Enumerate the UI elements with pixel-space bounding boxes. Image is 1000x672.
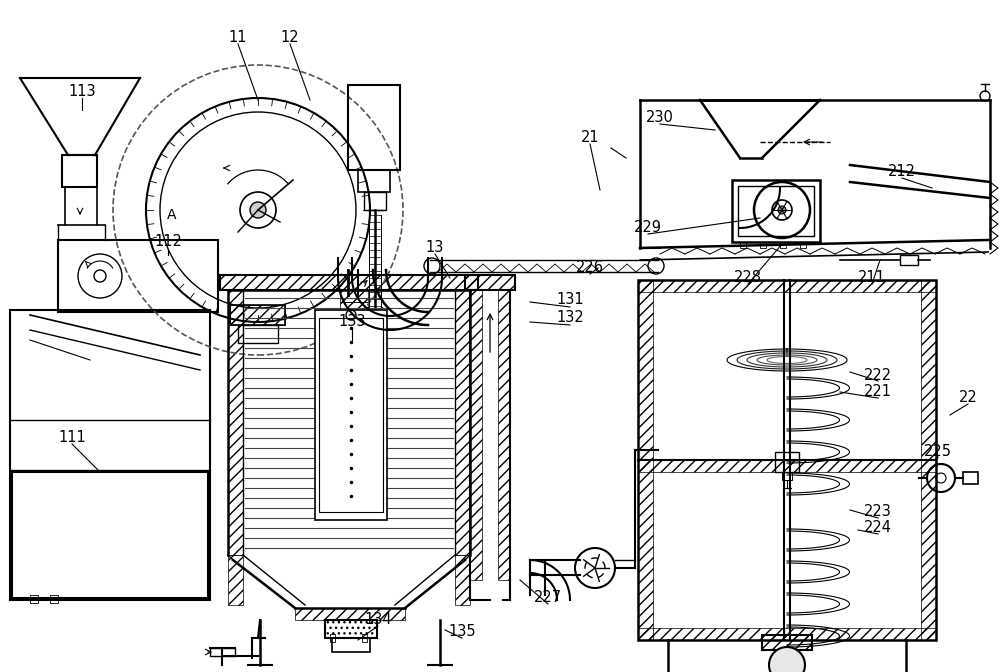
- Bar: [238, 325, 278, 343]
- Bar: [220, 275, 478, 290]
- Bar: [295, 608, 405, 620]
- Bar: [210, 648, 235, 656]
- Text: 212: 212: [888, 165, 916, 179]
- Text: 21: 21: [581, 130, 599, 146]
- Bar: [775, 452, 799, 472]
- Text: 221: 221: [864, 384, 892, 399]
- Text: 132: 132: [556, 310, 584, 325]
- Bar: [30, 595, 38, 603]
- Bar: [319, 318, 383, 512]
- Text: 230: 230: [646, 110, 674, 126]
- Text: 133: 133: [338, 314, 366, 329]
- Text: 222: 222: [864, 368, 892, 382]
- Bar: [228, 290, 243, 555]
- Bar: [638, 628, 936, 640]
- Bar: [638, 280, 653, 640]
- Bar: [465, 275, 515, 290]
- Bar: [638, 280, 936, 292]
- Circle shape: [778, 206, 786, 214]
- Bar: [315, 310, 387, 520]
- Bar: [800, 242, 806, 248]
- Bar: [62, 155, 97, 187]
- Text: 112: 112: [154, 235, 182, 249]
- Bar: [340, 302, 368, 314]
- Bar: [340, 290, 368, 302]
- Text: 13: 13: [426, 241, 444, 255]
- Text: 11: 11: [229, 30, 247, 46]
- Bar: [762, 635, 812, 650]
- Bar: [732, 180, 820, 242]
- Circle shape: [250, 202, 266, 218]
- Bar: [230, 305, 285, 325]
- Bar: [358, 170, 390, 192]
- Text: 225: 225: [924, 444, 952, 460]
- Bar: [220, 275, 478, 290]
- Text: 22: 22: [959, 390, 977, 405]
- Bar: [348, 85, 400, 170]
- Bar: [470, 290, 482, 580]
- Text: 224: 224: [864, 521, 892, 536]
- Text: 227: 227: [534, 591, 562, 605]
- Bar: [963, 472, 978, 484]
- Bar: [782, 472, 792, 480]
- Bar: [465, 275, 515, 290]
- Text: A: A: [167, 208, 177, 222]
- Bar: [455, 290, 470, 555]
- Bar: [455, 555, 470, 605]
- Text: 223: 223: [864, 505, 892, 519]
- Bar: [325, 620, 377, 638]
- Bar: [638, 460, 936, 472]
- Text: 228: 228: [734, 271, 762, 286]
- Bar: [900, 255, 918, 265]
- Text: 135: 135: [448, 624, 476, 640]
- Bar: [58, 240, 218, 312]
- Bar: [50, 595, 58, 603]
- Text: 229: 229: [634, 220, 662, 235]
- Bar: [228, 555, 243, 605]
- Text: 113: 113: [68, 85, 96, 99]
- Bar: [921, 280, 936, 640]
- Bar: [738, 186, 814, 236]
- Bar: [740, 242, 746, 248]
- Bar: [330, 634, 335, 642]
- Bar: [362, 634, 367, 642]
- Circle shape: [769, 647, 805, 672]
- Bar: [332, 638, 370, 652]
- Bar: [760, 242, 766, 248]
- Bar: [762, 635, 812, 650]
- Bar: [638, 280, 936, 640]
- Text: 226: 226: [576, 261, 604, 276]
- Bar: [325, 620, 377, 638]
- Text: 211: 211: [858, 271, 886, 286]
- Text: 111: 111: [58, 431, 86, 446]
- Bar: [12, 472, 208, 598]
- Text: 134: 134: [364, 612, 392, 628]
- Text: 131: 131: [556, 292, 584, 308]
- Bar: [364, 192, 386, 210]
- Bar: [230, 305, 285, 325]
- Text: 12: 12: [281, 30, 299, 46]
- Bar: [780, 242, 786, 248]
- Bar: [498, 290, 510, 580]
